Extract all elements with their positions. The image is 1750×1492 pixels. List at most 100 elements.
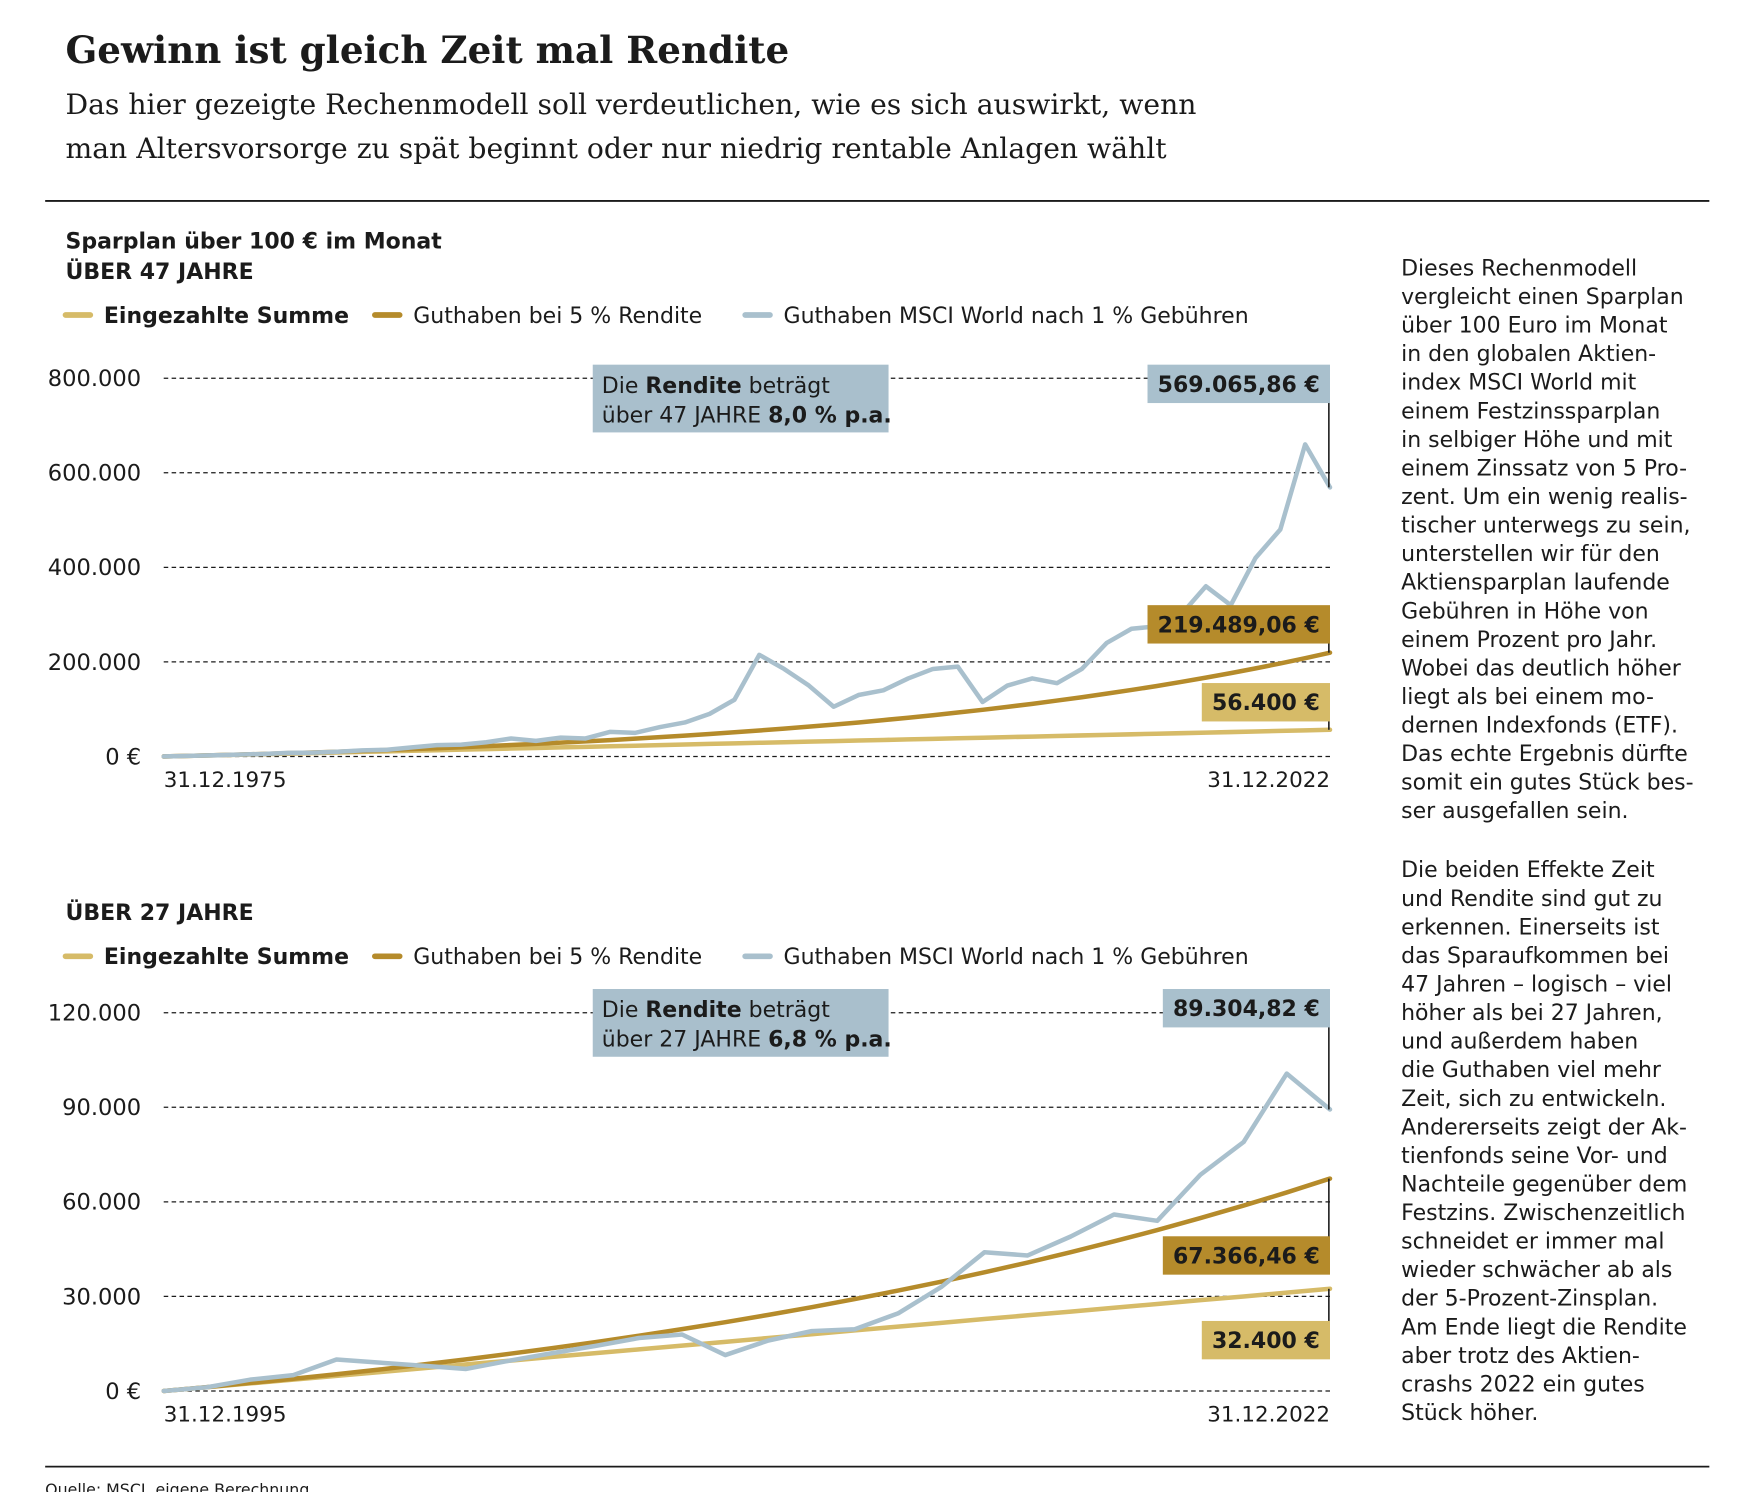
annotation-part: über 27 JAHRE: [602, 1028, 768, 1053]
end-label-box: [1162, 1236, 1330, 1275]
annotation: über 47 JAHRE 8,0 % p.a.: [602, 403, 892, 428]
sidebar-text: index MSCI World mit: [1401, 371, 1637, 396]
annotation-part: Die: [602, 374, 646, 399]
sidebar-text: einem Prozent pro Jahr.: [1401, 628, 1657, 653]
annotation: über 27 JAHRE 6,8 % p.a.: [602, 1028, 892, 1053]
sidebar-text: zent. Um ein wenig realis-: [1401, 485, 1688, 510]
sidebar-text: ser ausgefallen sein.: [1401, 799, 1628, 824]
y-tick-label: 0 €: [105, 744, 141, 770]
end-label-box: [1201, 1320, 1330, 1360]
end-label: 67.366,46 €: [1173, 1244, 1320, 1269]
sidebar-text: Das echte Ergebnis dürfte: [1401, 742, 1688, 767]
legend-label: Eingezahlte Summe: [104, 304, 349, 329]
annotation-part: 6,8 % p.a.: [768, 1028, 892, 1053]
sidebar-text: Aktiensparplan laufende: [1401, 571, 1670, 596]
end-label: 32.400 €: [1212, 1329, 1320, 1354]
legend-label: Guthaben MSCI World nach 1 % Gebühren: [784, 945, 1249, 970]
end-label: 219.489,06 €: [1158, 613, 1320, 638]
sidebar-text: erkennen. Einerseits ist: [1401, 915, 1660, 940]
series-line: [161, 442, 1333, 759]
sidebar-text: der 5-Prozent-Zinsplan.: [1401, 1287, 1658, 1312]
end-label-box: [1162, 989, 1330, 1028]
y-tick-label: 90.000: [62, 1095, 141, 1121]
annotation-part: über 47 JAHRE: [602, 403, 768, 428]
series-line: [161, 1176, 1333, 1394]
annotation-part: Rendite: [645, 998, 741, 1023]
sidebar-text: Am Ende liegt die Rendite: [1401, 1315, 1687, 1340]
sidebar-text: einem Zinssatz von 5 Pro-: [1401, 456, 1687, 481]
sidebar-text: Wobei das deutlich höher: [1401, 656, 1682, 681]
sidebar-text: Stück höher.: [1401, 1401, 1538, 1426]
sidebar-text: Nachteile gegenüber dem: [1401, 1172, 1687, 1197]
annotation-part: beträgt: [742, 374, 831, 399]
annotation: Die Rendite beträgt: [602, 374, 830, 399]
x-tick-label: 31.12.2022: [1207, 768, 1330, 793]
end-label: 56.400 €: [1212, 691, 1320, 716]
y-tick-label: 30.000: [62, 1284, 141, 1310]
subtitle: man Altersvorsorge zu spät beginnt oder …: [65, 132, 1167, 165]
sidebar-text: tischer unterwegs zu sein,: [1401, 514, 1690, 539]
sidebar-text: Zeit, sich zu entwickeln.: [1401, 1087, 1666, 1112]
y-tick-label: 0 €: [105, 1379, 141, 1405]
end-label-box: [1201, 683, 1330, 722]
sidebar-text: 47 Jahren – logisch – viel: [1401, 973, 1672, 998]
sidebar-text: unterstellen wir für den: [1401, 542, 1660, 567]
sidebar-text: wieder schwächer ab als: [1401, 1258, 1672, 1283]
chart-subtitle: ÜBER 47 JAHRE: [65, 259, 253, 285]
legend-label: Guthaben MSCI World nach 1 % Gebühren: [784, 304, 1249, 329]
annotation-part: Die: [602, 998, 646, 1023]
annotation-part: 8,0 % p.a.: [768, 403, 892, 428]
sidebar-text: Dieses Rechenmodell: [1401, 256, 1637, 281]
sidebar-text: Die beiden Effekte Zeit: [1401, 858, 1655, 883]
end-label: 569.065,86 €: [1158, 373, 1320, 398]
sidebar-text: aber trotz des Aktien-: [1401, 1344, 1640, 1369]
sidebar-text: somit ein gutes Stück bes-: [1401, 771, 1693, 796]
annotation-box: [592, 989, 889, 1057]
chart-title: Sparplan über 100 € im Monat: [65, 229, 442, 254]
x-tick-label: 31.12.1975: [164, 768, 287, 793]
annotation-box: [592, 364, 889, 433]
chart-subtitle: ÜBER 27 JAHRE: [65, 900, 253, 926]
sidebar-text: dernen Indexfonds (ETF).: [1401, 714, 1678, 739]
sidebar-text: einem Festzinssparplan: [1401, 399, 1660, 424]
sidebar-text: Festzins. Zwischenzeitlich: [1401, 1201, 1685, 1226]
sidebar-text: über 100 Euro im Monat: [1401, 314, 1668, 339]
sidebar-text: crashs 2022 ein gutes: [1401, 1372, 1645, 1397]
end-label-box: [1147, 605, 1330, 644]
y-tick-label: 60.000: [62, 1190, 141, 1216]
sidebar-text: schneidet er immer mal: [1401, 1230, 1664, 1255]
title: Gewinn ist gleich Zeit mal Rendite: [65, 28, 789, 72]
series-line: [161, 1071, 1333, 1394]
legend-label: Guthaben bei 5 % Rendite: [413, 304, 702, 329]
sidebar-text: Andererseits zeigt der Ak-: [1401, 1115, 1687, 1140]
x-tick-label: 31.12.2022: [1207, 1402, 1330, 1427]
y-tick-label: 400.000: [48, 555, 141, 581]
sidebar-text: in den globalen Aktien-: [1401, 342, 1656, 367]
annotation: Die Rendite beträgt: [602, 998, 830, 1023]
y-tick-label: 800.000: [48, 366, 141, 392]
sidebar-text: liegt als bei einem mo-: [1401, 685, 1654, 710]
annotation-part: Rendite: [645, 374, 741, 399]
sidebar-text: tienfonds seine Vor- und: [1401, 1144, 1668, 1169]
sidebar-text: und außerdem haben: [1401, 1030, 1638, 1055]
y-tick-label: 120.000: [48, 1001, 141, 1027]
y-tick-label: 600.000: [48, 461, 141, 487]
annotation-part: beträgt: [742, 998, 831, 1023]
sidebar-text: das Sparaufkommen bei: [1401, 944, 1669, 969]
end-label-box: [1147, 364, 1330, 404]
y-tick-label: 200.000: [48, 650, 141, 676]
sidebar-text: höher als bei 27 Jahren,: [1401, 1001, 1663, 1026]
sidebar-text: in selbiger Höhe und mit: [1401, 428, 1673, 453]
subtitle: Das hier gezeigte Rechenmodell soll verd…: [65, 88, 1196, 121]
end-label: 89.304,82 €: [1173, 997, 1320, 1022]
source: Quelle: MSCI, eigene Berechnung: [45, 1480, 309, 1492]
legend-label: Guthaben bei 5 % Rendite: [413, 945, 702, 970]
x-tick-label: 31.12.1995: [164, 1402, 287, 1427]
sidebar-text: vergleicht einen Sparplan: [1401, 285, 1684, 310]
sidebar-text: und Rendite sind gut zu: [1401, 887, 1662, 912]
legend-label: Eingezahlte Summe: [104, 945, 349, 970]
sidebar-text: Gebühren in Höhe von: [1401, 599, 1648, 624]
sidebar-text: die Guthaben viel mehr: [1401, 1058, 1662, 1083]
